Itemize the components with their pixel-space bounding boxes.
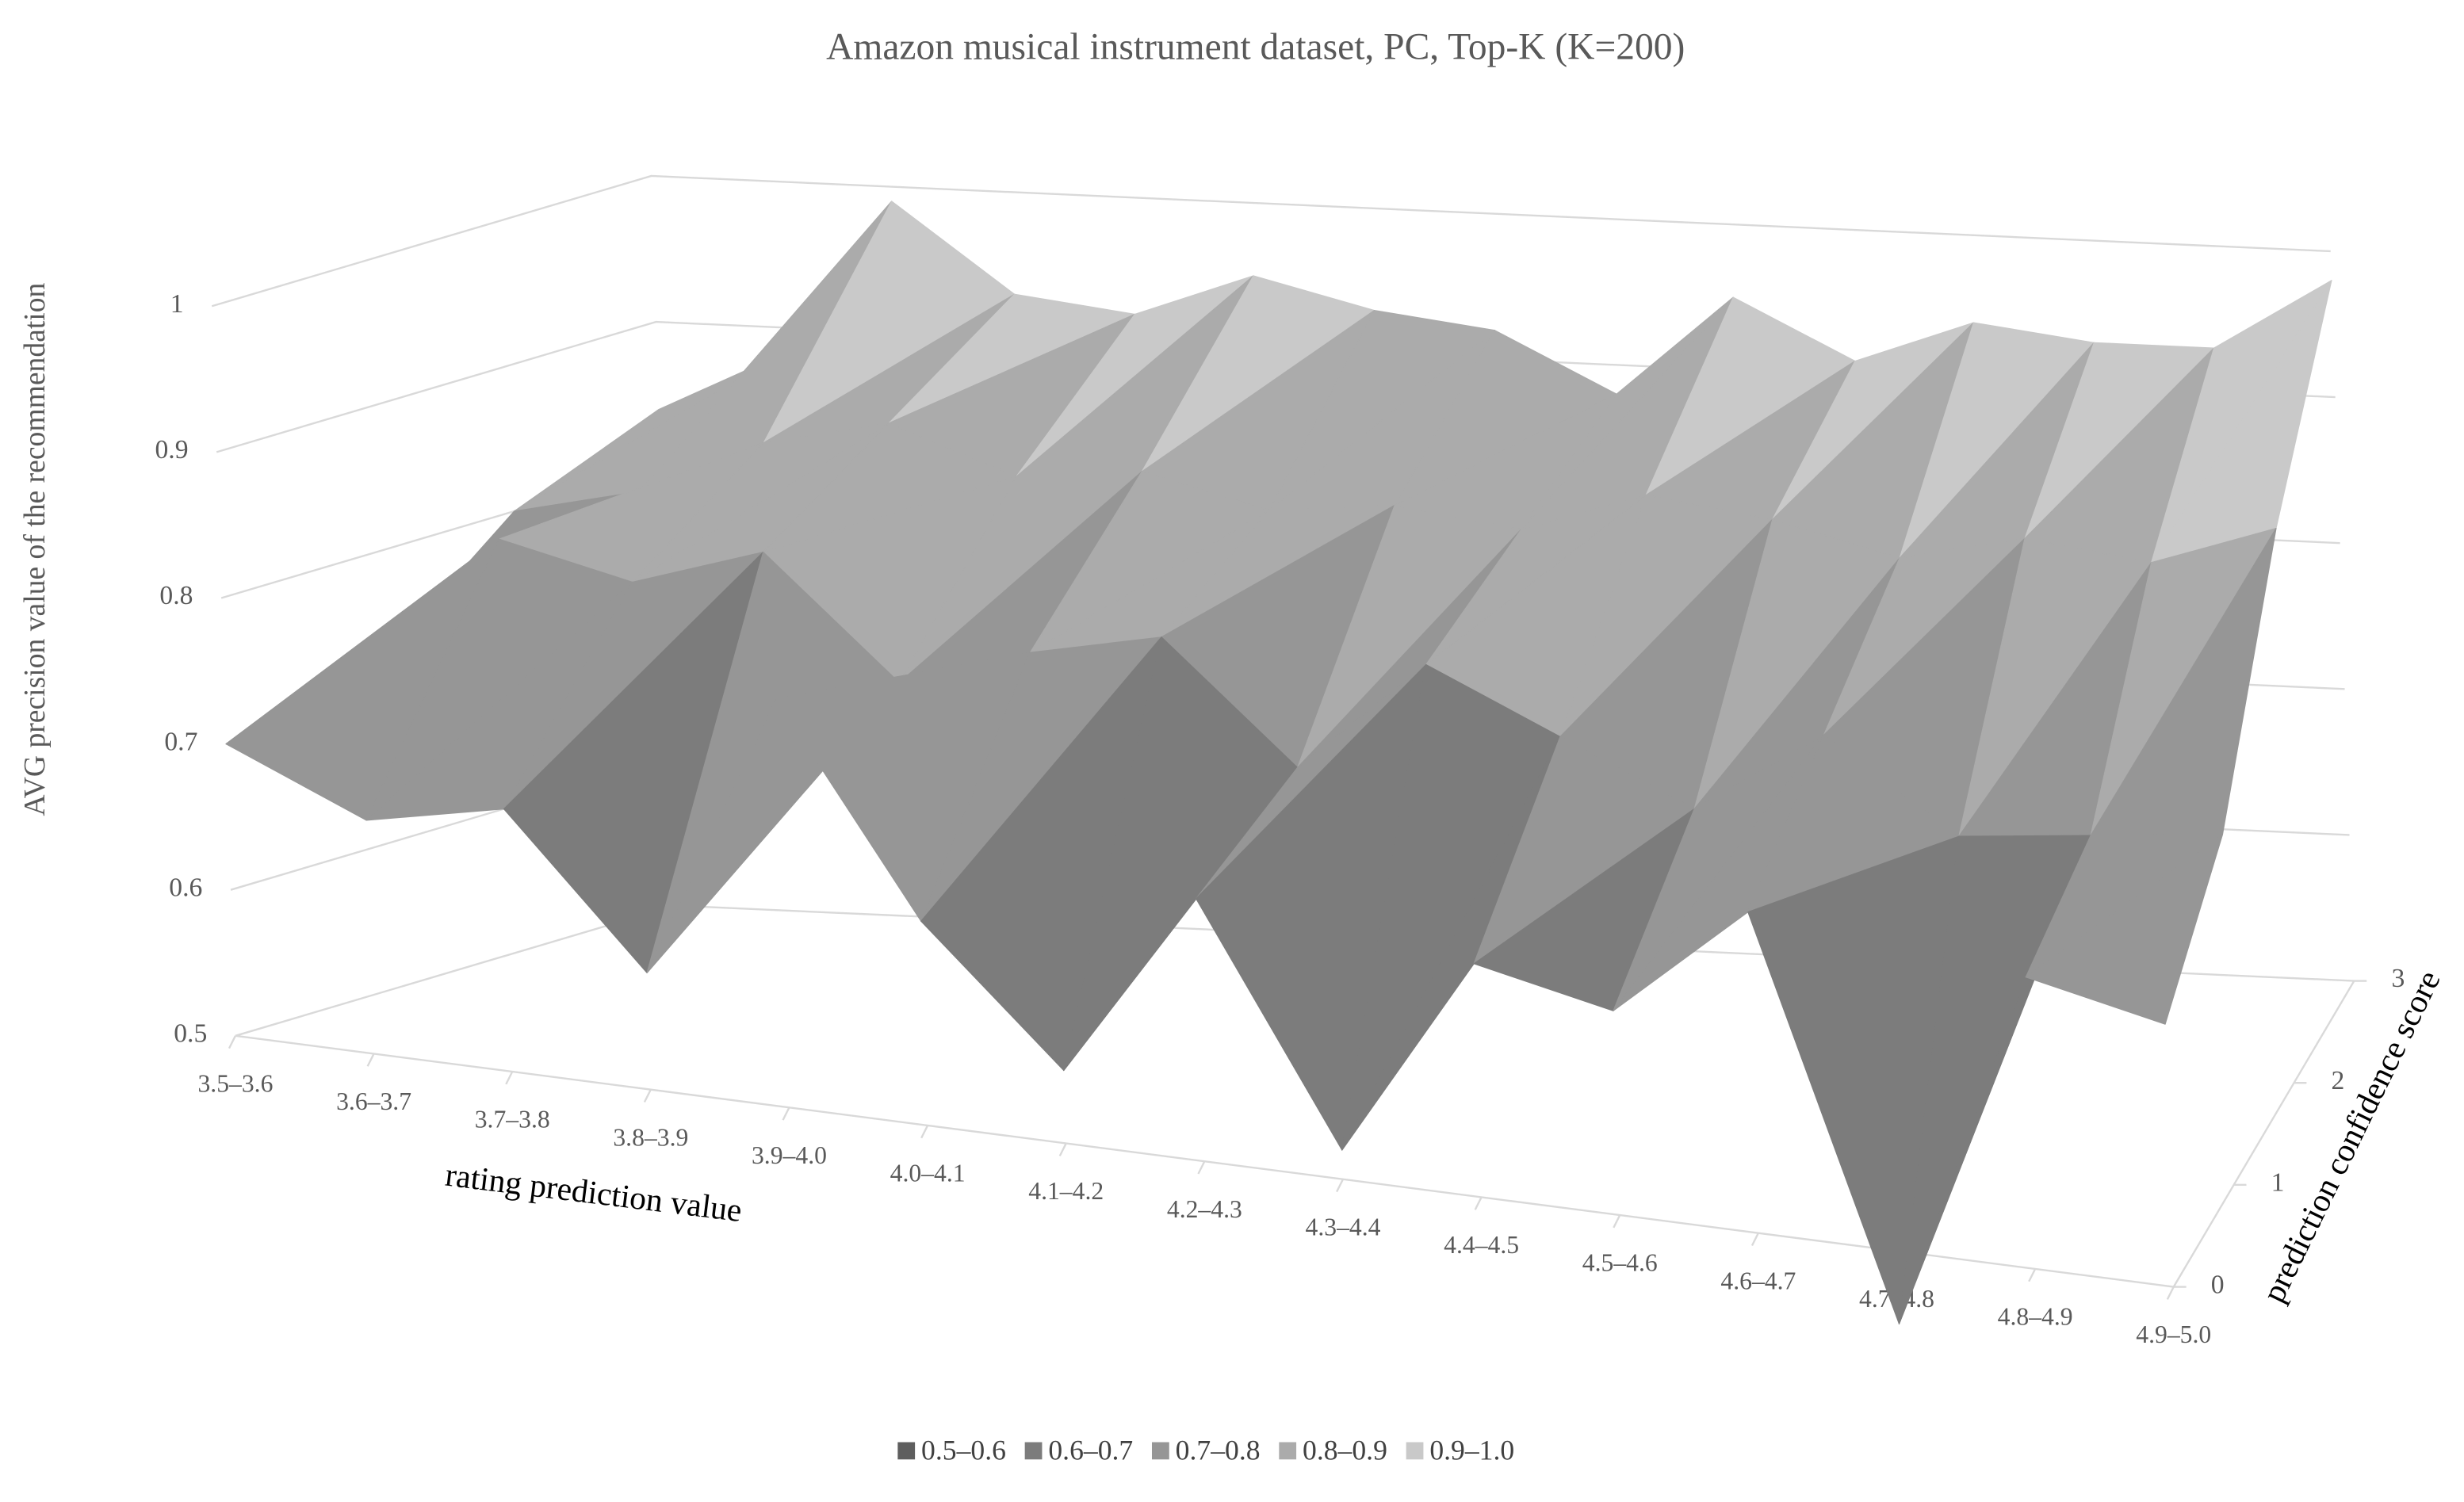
x-tick bbox=[643, 1089, 652, 1103]
y-axis-label: AVG precision value of the recommendatio… bbox=[18, 282, 52, 816]
legend-label: 0.5–0.6 bbox=[921, 1435, 1006, 1466]
y-tick-label: 1 bbox=[170, 289, 184, 319]
legend-label: 0.6–0.7 bbox=[1048, 1435, 1133, 1466]
x-tick-label: 4.5–4.6 bbox=[1582, 1249, 1658, 1277]
x-tick bbox=[782, 1106, 790, 1121]
x-tick bbox=[1197, 1160, 1206, 1175]
legend-label: 0.7–0.8 bbox=[1176, 1435, 1261, 1466]
x-tick-label: 4.0–4.1 bbox=[890, 1160, 966, 1187]
depth-tick-label: 2 bbox=[2332, 1066, 2345, 1095]
x-tick bbox=[366, 1053, 375, 1067]
x-tick bbox=[920, 1125, 929, 1139]
x-tick bbox=[1336, 1179, 1345, 1193]
legend-label: 0.8–0.9 bbox=[1303, 1435, 1387, 1466]
y-tick-label: 0.6 bbox=[169, 873, 202, 902]
y-tick-label: 0.9 bbox=[155, 435, 188, 464]
surface-facet bbox=[2025, 834, 2223, 1025]
x-tick-label: 4.4–4.5 bbox=[1444, 1231, 1519, 1259]
x-tick bbox=[1058, 1143, 1067, 1156]
depth-tick-label: 1 bbox=[2271, 1168, 2285, 1198]
depth-tick-label: 0 bbox=[2211, 1270, 2225, 1299]
x-tick bbox=[2166, 1286, 2175, 1300]
x-tick-label: 3.6–3.7 bbox=[336, 1087, 411, 1115]
y-tick-label: 0.5 bbox=[174, 1019, 207, 1049]
x-tick bbox=[1613, 1214, 1621, 1229]
chart-title: Amazon musical instrument dataset, PC, T… bbox=[826, 27, 1685, 68]
x-tick-label: 4.2–4.3 bbox=[1167, 1195, 1242, 1223]
x-tick-label: 4.3–4.4 bbox=[1306, 1213, 1381, 1240]
x-tick-label: 3.8–3.9 bbox=[613, 1123, 688, 1151]
x-tick-label: 4.6–4.7 bbox=[1720, 1267, 1796, 1294]
x-tick bbox=[505, 1071, 514, 1085]
depth-axis-label: prediction confidence score bbox=[2255, 965, 2447, 1308]
depth-tick-label: 3 bbox=[2391, 964, 2405, 993]
surface bbox=[225, 201, 2332, 1324]
legend: 0.5–0.6 0.6–0.7 0.7–0.8 0.8–0.9 0.9–1.0 bbox=[897, 1435, 1514, 1466]
legend-label: 0.9–1.0 bbox=[1429, 1435, 1514, 1466]
legend-swatch bbox=[1024, 1442, 1043, 1460]
legend-swatch bbox=[1406, 1442, 1424, 1460]
x-tick-label: 4.8–4.9 bbox=[1998, 1303, 2073, 1331]
x-tick-label: 3.5–3.6 bbox=[197, 1069, 273, 1097]
x-tick bbox=[2028, 1268, 2037, 1282]
y-tick-label: 0.8 bbox=[159, 581, 193, 610]
x-tick-label: 4.9–5.0 bbox=[2136, 1320, 2211, 1348]
legend-swatch bbox=[1151, 1442, 1169, 1460]
x-axis-label: rating prediction value bbox=[443, 1156, 744, 1229]
x-tick-label: 3.9–4.0 bbox=[752, 1141, 827, 1169]
x-tick bbox=[1474, 1196, 1483, 1210]
y-tick-label: 0.7 bbox=[164, 727, 197, 756]
legend-swatch bbox=[897, 1442, 916, 1460]
x-tick-label: 3.7–3.8 bbox=[475, 1106, 550, 1133]
grid-line bbox=[211, 174, 2331, 308]
legend-swatch bbox=[1279, 1442, 1297, 1460]
x-tick-label: 4.1–4.2 bbox=[1028, 1177, 1104, 1205]
x-tick bbox=[1750, 1233, 1759, 1247]
x-tick bbox=[228, 1035, 237, 1049]
depth-axis-label-group: prediction confidence score bbox=[2255, 965, 2447, 1308]
